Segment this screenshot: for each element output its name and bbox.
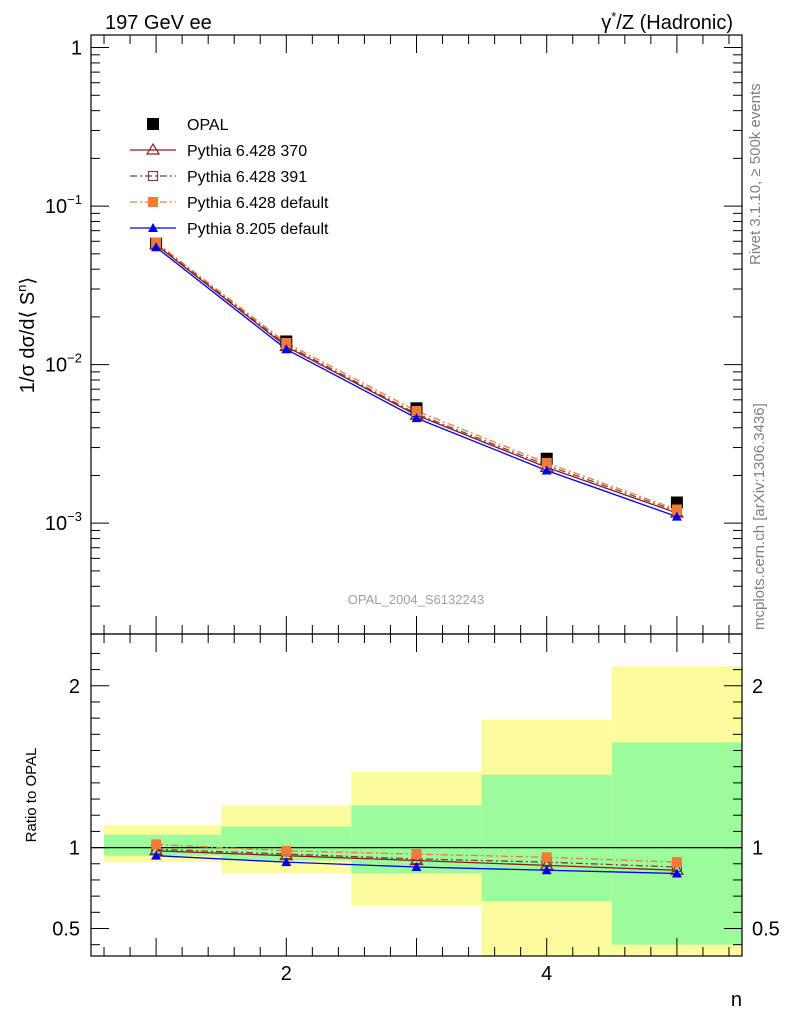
ratio-y-tick-label: 2 bbox=[69, 676, 80, 698]
y-tick-label: 10−1 bbox=[45, 192, 82, 218]
data-point-p8def bbox=[281, 344, 292, 354]
y-tick-label: 10−3 bbox=[45, 509, 82, 535]
ratio-y-axis-label: Ratio to OPAL bbox=[23, 748, 40, 843]
ratio-y-tick-label: 0.5 bbox=[52, 918, 80, 940]
data-point-p8def bbox=[541, 465, 552, 475]
series-line-p391 bbox=[155, 243, 678, 512]
legend-marker-p391 bbox=[147, 170, 159, 182]
legend-marker-p6def bbox=[148, 197, 158, 207]
ratio-point-p6def bbox=[151, 839, 162, 850]
data-point-p8def bbox=[151, 242, 162, 252]
ratio-uncertainty-bands bbox=[91, 666, 742, 956]
ratio-y-tick-label: 1 bbox=[69, 838, 80, 860]
legend-label-opal: OPAL bbox=[187, 117, 229, 134]
ratio-point-p8def bbox=[281, 857, 292, 867]
series-line-p8def bbox=[155, 246, 678, 518]
ratio-point-p6def bbox=[411, 849, 422, 860]
legend: OPAL Pythia 6.428 370 Pythia 6.428 391 Pyth… bbox=[130, 117, 329, 238]
ratio-point-p8def bbox=[671, 868, 682, 878]
plot-title-right: γ*/Z (Hadronic) bbox=[601, 9, 733, 34]
ratio-series-markers bbox=[149, 839, 684, 878]
ratio-point-p6def bbox=[281, 845, 292, 856]
ratio-point-p8def bbox=[541, 865, 552, 875]
data-point-p8def bbox=[411, 413, 422, 423]
x-tick-label: 4 bbox=[541, 963, 552, 985]
ratio-point-p8def bbox=[151, 850, 162, 860]
y-tick-label: 10−2 bbox=[45, 351, 82, 377]
x-tick-label: 2 bbox=[281, 963, 292, 985]
series-line-p370 bbox=[155, 244, 678, 514]
legend-label-p391: Pythia 6.428 391 bbox=[187, 169, 307, 186]
y-tick-label: 1 bbox=[71, 38, 82, 60]
mcplots-source-label: mcplots.cern.ch [arXiv:1306.3436] bbox=[751, 403, 768, 630]
inner-uncertainty-band bbox=[611, 742, 742, 945]
legend-label-p370: Pythia 6.428 370 bbox=[187, 143, 307, 160]
legend-marker-p8def bbox=[148, 223, 158, 232]
data-point-p6def bbox=[411, 406, 422, 417]
legend-marker-opal bbox=[147, 118, 159, 130]
main-series-lines bbox=[155, 241, 678, 518]
main-series-markers bbox=[149, 237, 684, 521]
ratio-line-p370 bbox=[156, 850, 677, 871]
ratio-point-p8def bbox=[411, 862, 422, 872]
ratio-y-tick-label-right: 2 bbox=[752, 676, 763, 698]
ratio-point-p6def bbox=[541, 852, 552, 863]
data-point-p6def bbox=[671, 504, 682, 515]
rivet-version-label: Rivet 3.1.10, ≥ 500k events bbox=[747, 83, 764, 265]
legend-label-p6def: Pythia 6.428 default bbox=[187, 195, 329, 212]
inner-uncertainty-band bbox=[481, 774, 612, 901]
ratio-point-p6def bbox=[671, 857, 682, 868]
legend-label-p8def: Pythia 8.205 default bbox=[187, 221, 329, 238]
main-axes: 1 10−1 10−2 10−3 bbox=[45, 34, 743, 635]
ratio-y-tick-label-right: 1 bbox=[752, 838, 763, 860]
ratio-axes: 0.5 0.5 1 1 2 2 2 4 bbox=[52, 633, 780, 985]
legend-marker-p370 bbox=[145, 142, 161, 155]
analysis-id-label: OPAL_2004_S6132243 bbox=[348, 592, 484, 607]
data-point-p6def bbox=[281, 337, 292, 348]
x-axis-label: n bbox=[731, 989, 742, 1011]
series-line-p6def bbox=[155, 241, 678, 511]
ratio-y-tick-label-right: 0.5 bbox=[752, 918, 780, 940]
data-point-p6def bbox=[541, 457, 552, 468]
data-point-p8def bbox=[671, 511, 682, 521]
main-y-axis-label: 1/σ dσ/d⟨ Sn⟩ bbox=[14, 277, 39, 393]
plot-title-left: 197 GeV ee bbox=[105, 12, 212, 34]
